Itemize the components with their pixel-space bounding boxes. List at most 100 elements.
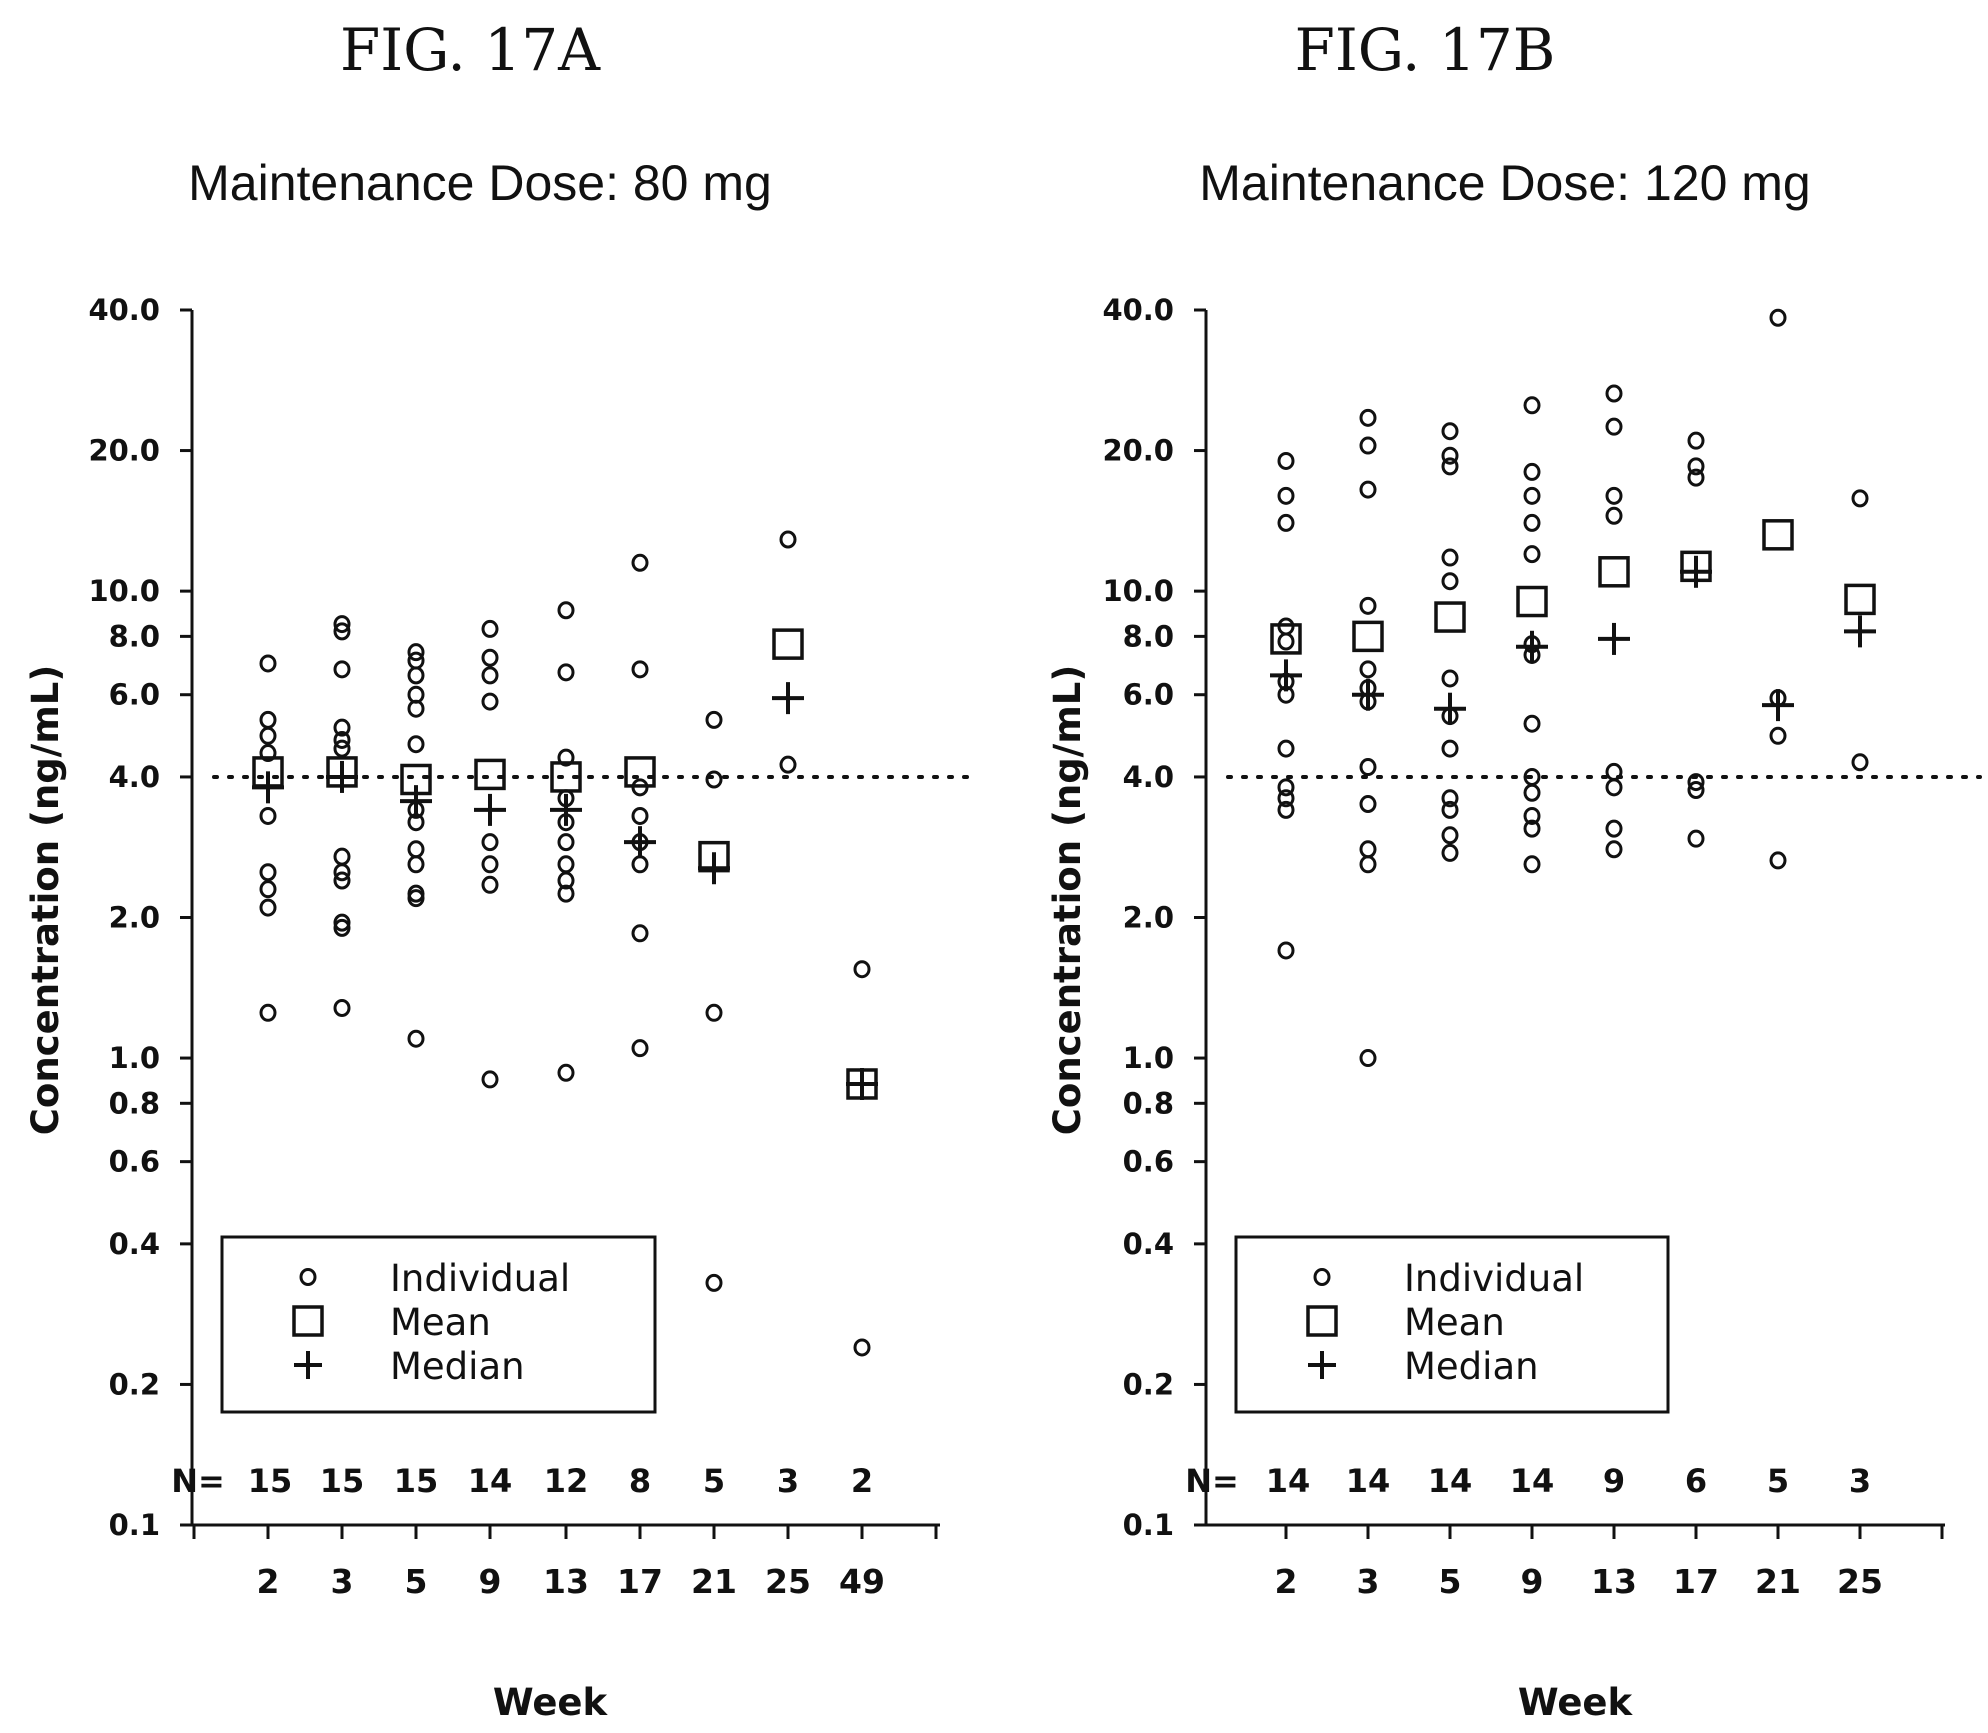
individual-point-b	[1605, 840, 1623, 859]
mean-marker-b	[1516, 585, 1548, 618]
individual-point-b	[1605, 778, 1623, 797]
y-tick-label-a: 0.6	[109, 1145, 160, 1179]
individual-point-b	[1687, 457, 1705, 476]
n-count-a: 3	[777, 1462, 799, 1500]
individual-point-b	[1523, 806, 1541, 825]
individual-point-b	[1277, 513, 1295, 532]
n-count-a: 15	[320, 1462, 365, 1500]
n-count-a: 8	[629, 1462, 651, 1500]
individual-point-a	[557, 1063, 575, 1082]
x-tick-label-b: 25	[1837, 1562, 1883, 1601]
n-prefix-a: N=	[171, 1462, 225, 1500]
individual-point-a	[481, 619, 499, 638]
individual-point-a	[407, 735, 425, 754]
y-tick-label-a: 0.1	[109, 1508, 160, 1542]
individual-point-b	[1277, 800, 1295, 819]
individual-point-b	[1359, 436, 1377, 455]
individual-point-b	[1605, 384, 1623, 403]
legend-individual-label-b: Individual	[1404, 1257, 1584, 1300]
individual-point-b	[1441, 446, 1459, 465]
individual-point-a	[333, 863, 351, 882]
individual-point-b	[1523, 819, 1541, 838]
individual-point-b	[1523, 714, 1541, 733]
individual-point-b	[1441, 548, 1459, 567]
individual-point-a	[407, 855, 425, 874]
x-tick-label-a: 9	[479, 1562, 502, 1601]
median-marker-a	[698, 852, 730, 885]
x-tick-label-b: 2	[1275, 1562, 1298, 1601]
y-tick-label-a: 4.0	[109, 760, 160, 794]
individual-point-a	[705, 770, 723, 789]
individual-point-a	[407, 840, 425, 859]
x-tick-label-a: 3	[331, 1562, 354, 1601]
n-count-b: 3	[1849, 1462, 1871, 1500]
individual-point-a	[333, 622, 351, 641]
individual-point-b	[1605, 506, 1623, 525]
mean-marker-b	[1598, 556, 1630, 588]
individual-point-b	[1359, 855, 1377, 874]
y-tick-label-a: 1.0	[109, 1041, 160, 1075]
individual-point-a	[333, 739, 351, 758]
mean-marker-b	[1352, 620, 1384, 653]
median-marker-b	[1516, 630, 1548, 663]
individual-point-a	[481, 875, 499, 894]
n-count-b: 6	[1685, 1462, 1707, 1500]
individual-point-b	[1277, 486, 1295, 505]
median-marker-a	[474, 793, 506, 826]
individual-point-a	[333, 730, 351, 749]
individual-point-a	[481, 692, 499, 711]
mean-marker-b	[1270, 623, 1302, 655]
individual-point-b	[1687, 781, 1705, 800]
individual-point-a	[333, 871, 351, 890]
x-axis-label-b: Week	[1518, 1681, 1634, 1724]
individual-point-b	[1769, 851, 1787, 870]
legend-median-label-b: Median	[1404, 1345, 1539, 1388]
y-tick-label-b: 20.0	[1102, 434, 1174, 468]
individual-point-a	[481, 833, 499, 852]
individual-point-b	[1441, 826, 1459, 845]
legend-median-label-a: Median	[390, 1345, 525, 1388]
individual-point-a	[407, 889, 425, 908]
legend-box-b	[1234, 1235, 1670, 1414]
individual-point-b	[1441, 457, 1459, 476]
n-count-b: 9	[1603, 1462, 1625, 1500]
panel-a: FIG. 17A Maintenance Dose: 80 mg Concent…	[24, 16, 977, 1724]
individual-point-a	[779, 530, 797, 549]
individual-point-a	[779, 755, 797, 774]
individual-point-b	[1523, 545, 1541, 564]
individual-point-b	[1687, 468, 1705, 487]
plot-area-a: 0.1 0.2 0.4 0.6 0.8 1.0 2.0 4.0 6.0 8.0 10.0 20.0 40…	[88, 293, 977, 1601]
individual-point-b	[1605, 486, 1623, 505]
n-count-b: 14	[1266, 1462, 1311, 1500]
median-marker-a	[550, 793, 582, 826]
individual-point-a	[333, 660, 351, 679]
n-count-b: 14	[1428, 1462, 1473, 1500]
individual-point-b	[1277, 789, 1295, 808]
median-marker-a	[400, 785, 432, 818]
mean-marker-a	[624, 756, 656, 788]
individual-point-a	[631, 855, 649, 874]
fig-label-b: FIG. 17B	[1295, 16, 1556, 84]
individual-point-a	[259, 880, 277, 899]
n-count-a: 15	[394, 1462, 439, 1500]
individual-point-a	[259, 806, 277, 825]
individual-point-b	[1441, 422, 1459, 441]
x-tick-label-a: 13	[543, 1562, 589, 1601]
y-tick-label-b: 0.8	[1123, 1086, 1174, 1120]
individual-point-a	[333, 718, 351, 737]
y-tick-label-b: 1.0	[1123, 1041, 1174, 1075]
y-tick-label-b: 6.0	[1123, 678, 1174, 712]
individual-point-b	[1441, 669, 1459, 688]
individual-point-a	[259, 863, 277, 882]
individual-point-a	[333, 913, 351, 932]
individual-point-b	[1605, 819, 1623, 838]
panel-b: FIG. 17B Maintenance Dose: 120 mg Concen…	[1046, 16, 1982, 1724]
individual-point-a	[631, 806, 649, 825]
individual-point-a	[259, 1003, 277, 1022]
individual-point-b	[1523, 783, 1541, 802]
individual-point-b	[1359, 795, 1377, 814]
x-tick-label-a: 2	[257, 1562, 280, 1601]
individual-point-a	[557, 855, 575, 874]
individual-point-b	[1277, 941, 1295, 960]
n-count-a: 2	[851, 1462, 873, 1500]
